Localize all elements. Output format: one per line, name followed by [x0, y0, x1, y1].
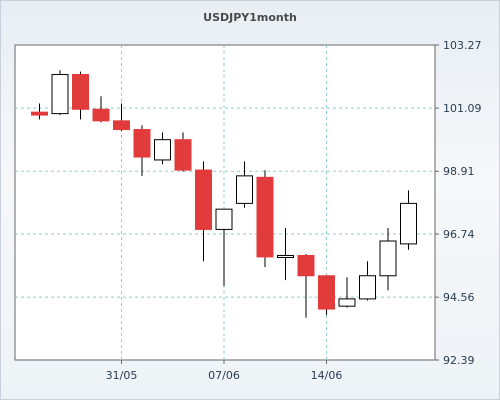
candle-body-bullish: [51, 74, 69, 115]
y-tick-label: 101.09: [443, 102, 482, 115]
chart-title: USDJPY1month: [203, 11, 297, 24]
candle-body-bearish: [133, 129, 151, 158]
candle-body-bullish: [236, 175, 253, 204]
candle: [133, 125, 151, 176]
y-tick-label: 103.27: [443, 39, 482, 52]
y-tick-label: 92.39: [443, 354, 475, 367]
candle: [359, 261, 376, 301]
candle: [154, 132, 171, 165]
y-tick-label: 98.91: [443, 165, 475, 178]
candle: [256, 170, 274, 268]
candle: [297, 254, 315, 318]
candle: [215, 208, 233, 286]
candle: [195, 161, 212, 262]
candle-body-bullish: [277, 254, 294, 258]
candle-body-bearish: [256, 176, 274, 258]
candle-body-bearish: [113, 120, 130, 131]
candle-body-bearish: [31, 111, 48, 116]
x-tick-label: 14/06: [311, 369, 343, 382]
x-tick-label: 07/06: [208, 369, 240, 382]
candle-body-bearish: [92, 108, 110, 122]
candle: [318, 275, 335, 315]
y-tick-label: 94.56: [443, 291, 475, 304]
candle: [113, 103, 130, 131]
candle-body-bullish: [400, 202, 417, 245]
x-tick-label: 31/05: [106, 369, 138, 382]
candle: [31, 103, 48, 120]
candle-body-bearish: [195, 169, 212, 230]
candle: [92, 96, 110, 123]
candle-body-bearish: [318, 275, 335, 310]
candle-body-bearish: [72, 74, 89, 110]
candle: [51, 70, 69, 116]
candle: [277, 227, 294, 281]
candle-body-bullish: [215, 208, 233, 230]
candle-body-bullish: [379, 240, 397, 277]
y-axis: 103.27 101.09 98.91 96.74 94.56 92.39: [435, 39, 482, 367]
candles: [31, 70, 417, 318]
candle: [338, 277, 356, 308]
candle: [379, 227, 397, 291]
x-axis: 31/05 07/06 14/06: [106, 360, 343, 382]
candle: [72, 71, 89, 120]
candle-body-bullish: [359, 275, 376, 300]
y-tick-label: 96.74: [443, 228, 475, 241]
candle-body-bearish: [297, 254, 315, 277]
candle: [400, 190, 417, 250]
candle: [174, 132, 192, 172]
candle-body-bullish: [338, 298, 356, 307]
candle-body-bearish: [174, 139, 192, 171]
candle: [236, 161, 253, 208]
candle-body-bullish: [154, 139, 171, 161]
